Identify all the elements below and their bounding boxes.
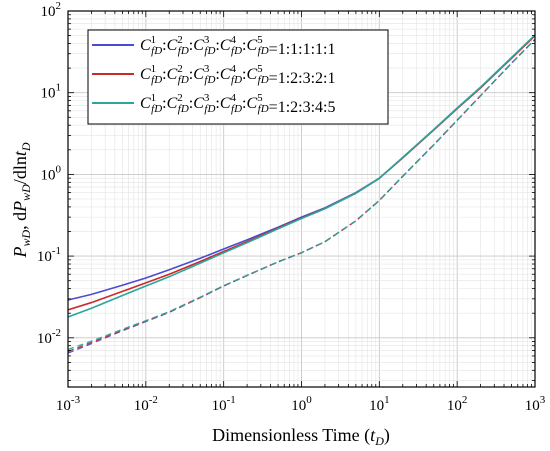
x-tick-label: 10-2 [134, 394, 158, 414]
axis-ticks: 10-3 10-2 10-1 100 101 102 103 10-2 10-1 100 101 10… [37, 0, 546, 414]
legend-entry-3: C1 fD:C2 fD:C3 fD:C4 fD:C5 fD=1:2:3:4:5 [140, 92, 335, 116]
series-layer [68, 34, 535, 354]
x-tick-label: 10-3 [56, 394, 81, 414]
legend-box [87, 29, 389, 125]
y-tick-label: 101 [41, 82, 62, 102]
y-tick-label: 10-1 [37, 245, 61, 265]
y-tick-label: 102 [41, 0, 62, 20]
y-tick-label: 100 [41, 163, 62, 183]
x-axis-title: Dimensionless Time (tD) [212, 425, 390, 448]
legend-entry-1: C1 fD:C2 fD:C3 fD:C4 fD:C5 fD=1:1:1:1:1 [140, 34, 335, 58]
x-tick-label: 10-1 [212, 394, 236, 414]
x-tick-label: 100 [291, 394, 312, 414]
x-tick-label: 103 [525, 394, 546, 414]
y-axis-title: PwD, dPwD/dlntD [10, 142, 33, 258]
y-tick-label: 10-2 [37, 327, 61, 347]
legend-entry-2: C1 fD:C2 fD:C3 fD:C4 fD:C5 fD=1:2:3:2:1 [140, 63, 335, 87]
legend: C1 fD:C2 fD:C3 fD:C4 fD:C5 fD=1:1:1:1:1 C1 fD:C… [87, 29, 389, 125]
series-3-derivative-line [68, 38, 535, 351]
series-3-pressure-line [68, 34, 535, 318]
x-tick-label: 102 [447, 394, 468, 414]
x-tick-label: 101 [369, 394, 390, 414]
